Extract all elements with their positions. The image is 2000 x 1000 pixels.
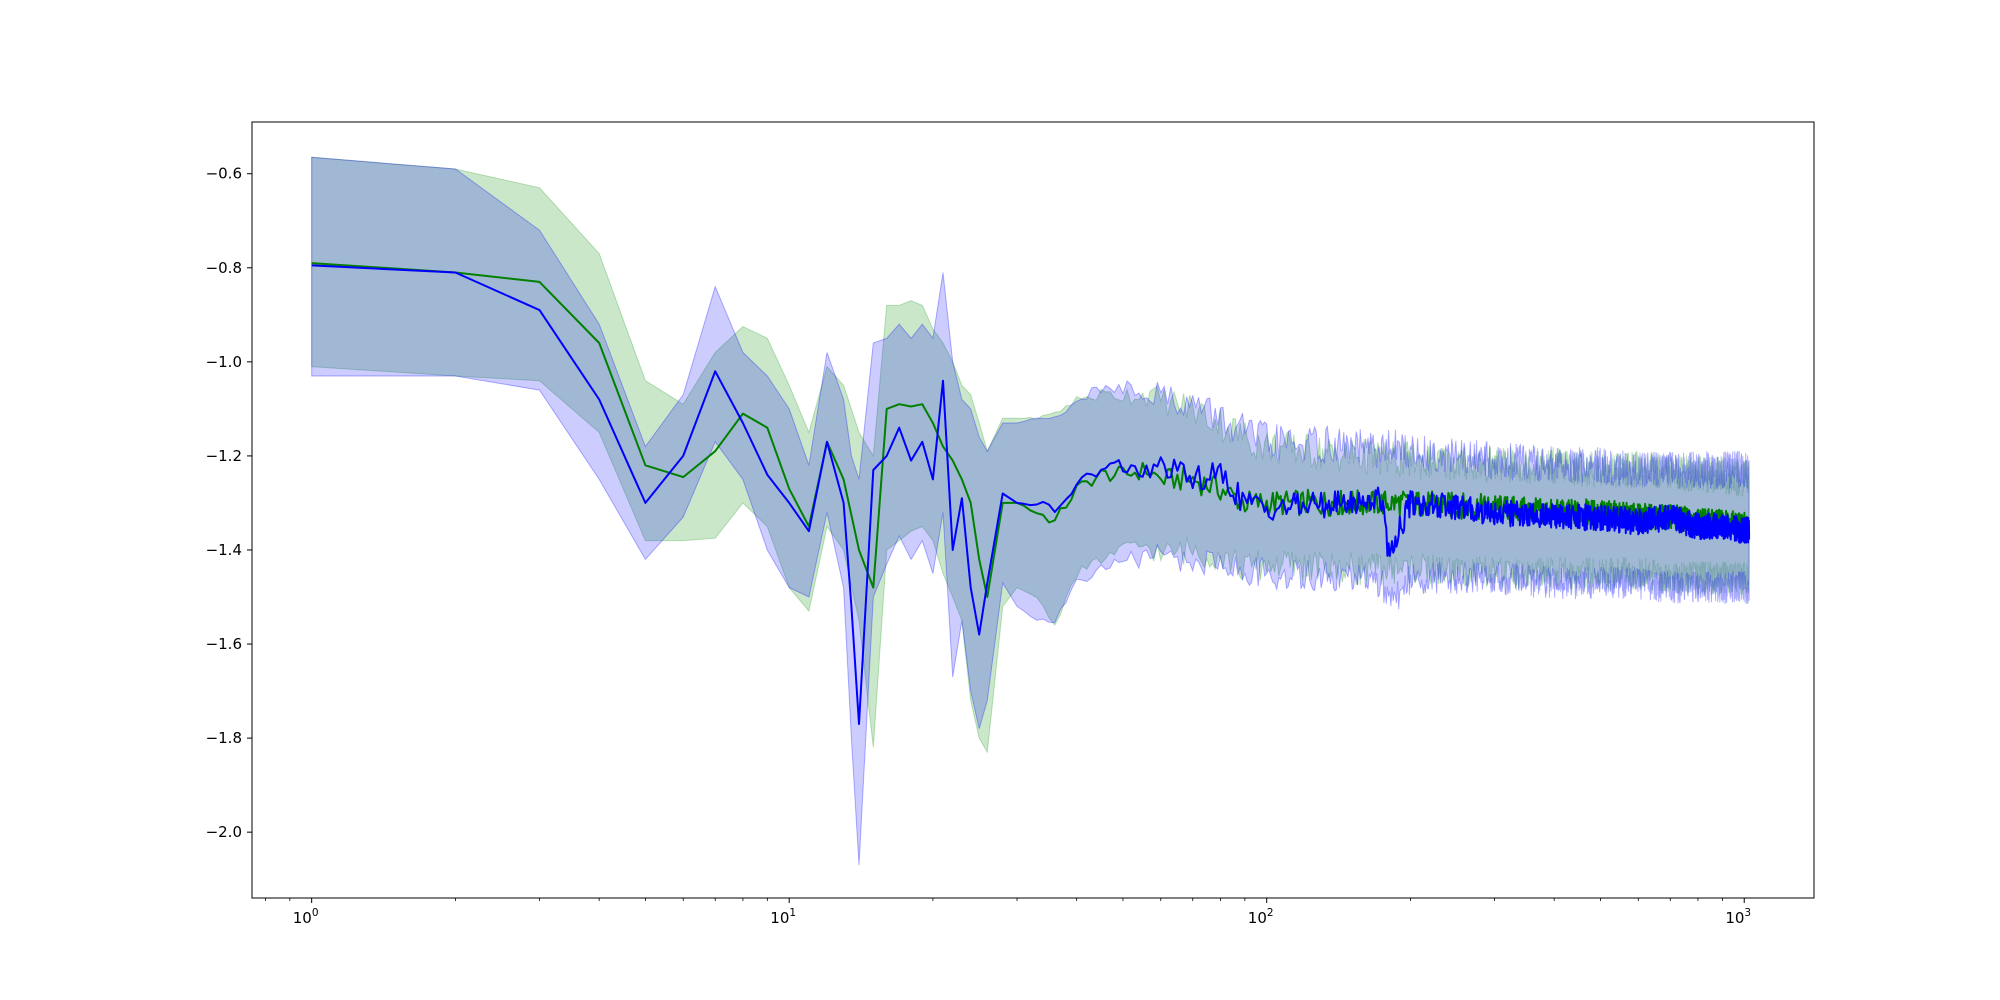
y-tick-label: −0.6 <box>206 165 242 183</box>
y-tick-label: −2.0 <box>206 823 242 841</box>
y-tick-label: −1.2 <box>206 447 242 465</box>
x-tick-label: 100 <box>293 907 319 927</box>
y-tick-label: −1.6 <box>206 635 242 653</box>
x-axis: 100 101 102 103 <box>264 898 1751 927</box>
plot-frame <box>251 121 1815 899</box>
y-tick-label: −1.4 <box>206 541 242 559</box>
x-tick-label: 102 <box>1248 907 1274 927</box>
series-1-band <box>311 156 1750 754</box>
y-axis: −0.6 −0.8 −1.0 −1.2 −1.4 −1.6 −1.8 −2.0 <box>206 165 252 841</box>
y-tick-label: −0.8 <box>206 259 242 277</box>
y-tick-label: −1.0 <box>206 353 242 371</box>
series-2-line <box>311 264 1751 725</box>
x-tick-label: 101 <box>770 907 796 927</box>
series-lines <box>311 262 1751 725</box>
x-tick-label: 103 <box>1725 907 1751 927</box>
y-tick-label: −1.8 <box>206 729 242 747</box>
